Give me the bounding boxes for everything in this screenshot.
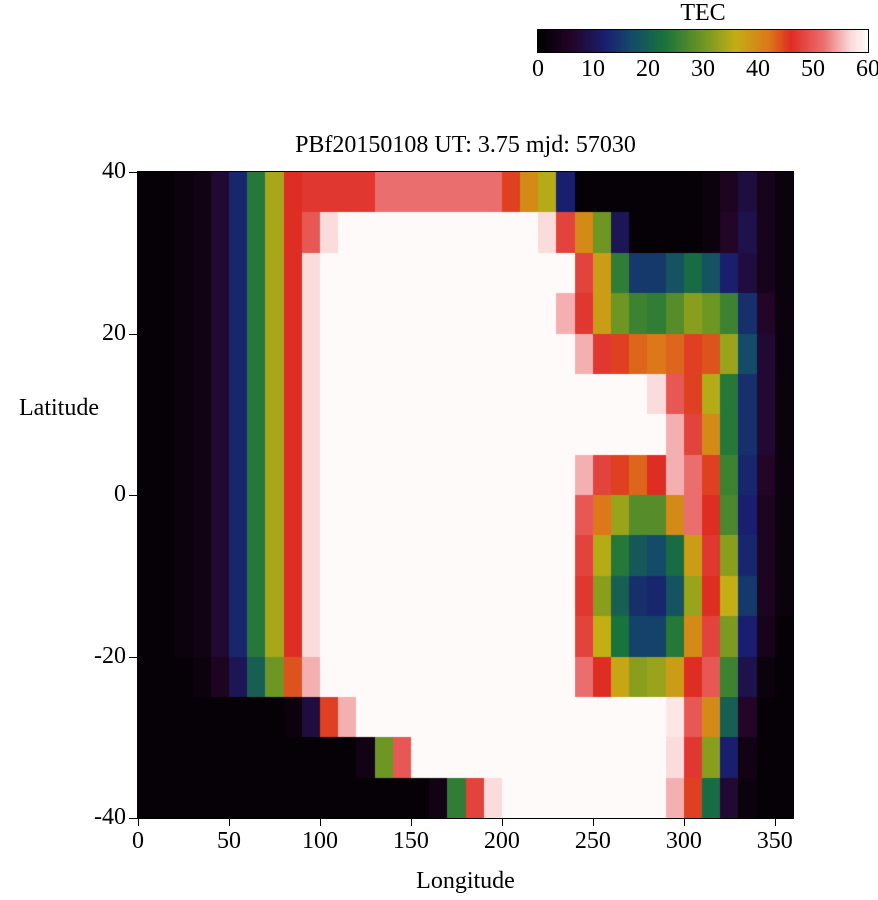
x-tick-label: 300 [665,828,702,854]
x-tick-mark [138,818,139,826]
colorbar-title: TEC [680,0,726,26]
x-tick-label: 50 [216,828,241,854]
colorbar-tick-label: 50 [801,56,825,82]
colorbar-tick-label: 20 [636,56,660,82]
x-tick-mark [319,818,321,826]
y-tick-mark [129,172,137,173]
y-tick-mark [129,333,137,335]
x-tick-mark [774,818,776,826]
x-tick-mark [683,818,685,826]
x-tick-label: 100 [301,828,338,854]
heatmap [137,171,794,819]
y-tick-label: -20 [94,642,126,669]
y-tick-mark [129,495,137,496]
x-tick-mark [501,818,503,826]
y-axis-label: Latitude [19,395,99,421]
x-axis-label: Longitude [416,868,515,894]
x-tick-label: 200 [483,828,520,854]
colorbar-gradient [537,29,869,53]
y-tick-label: 0 [114,481,126,507]
y-tick-mark [129,818,137,819]
colorbar-tick-label: 30 [691,56,715,82]
y-tick-label: 20 [102,319,126,346]
x-tick-label: 350 [756,828,793,854]
x-tick-mark [228,818,230,826]
x-tick-label: 150 [392,828,429,854]
y-tick-label: -40 [94,804,126,830]
x-tick-label: 0 [132,828,144,854]
colorbar-tick-label: 40 [746,56,770,82]
colorbar-tick-label: 10 [581,56,605,82]
plot-title: PBf20150108 UT: 3.75 mjd: 57030 [295,132,636,158]
x-tick-mark [592,818,594,826]
x-tick-mark [410,818,412,826]
colorbar-tick-label: 0 [532,56,544,82]
colorbar-tick-label: 60 [856,56,878,82]
y-tick-mark [129,656,137,658]
x-tick-label: 250 [574,828,611,854]
y-tick-label: 40 [102,158,126,184]
